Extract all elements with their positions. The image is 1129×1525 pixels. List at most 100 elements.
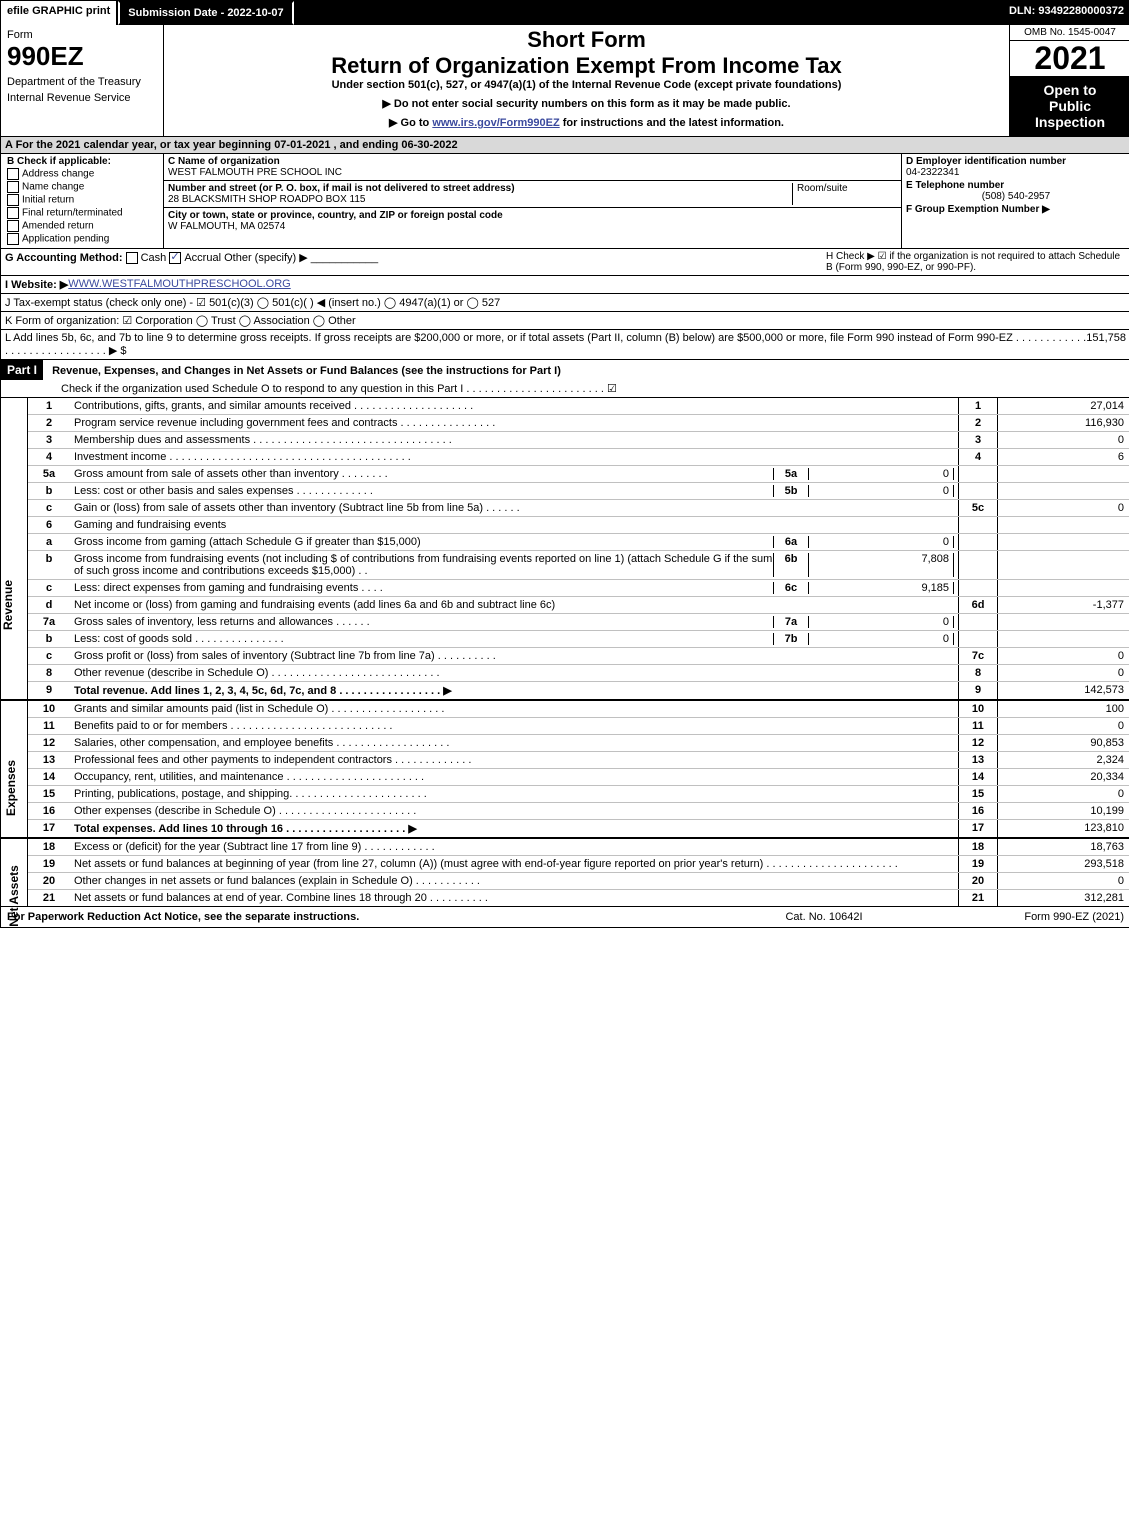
line-7a-box-shade (958, 614, 998, 630)
row-i: I Website: ▶ WWW.WESTFALMOUTHPRESCHOOL.O… (1, 276, 1129, 294)
checkbox-icon[interactable] (7, 220, 19, 232)
org-address-block: Number and street (or P. O. box, if mail… (164, 181, 901, 208)
line-4-num: 4 (28, 449, 70, 465)
line-21-num: 21 (28, 890, 70, 906)
netassets-sidelabel: Net Assets (1, 839, 28, 906)
line-14-box: 14 (958, 769, 998, 785)
check-application-pending[interactable]: Application pending (7, 233, 157, 245)
line-7c-desc: Gross profit or (loss) from sales of inv… (70, 648, 958, 664)
line-15-num: 15 (28, 786, 70, 802)
line-15-desc: Printing, publications, postage, and shi… (70, 786, 958, 802)
line-6d-box: 6d (958, 597, 998, 613)
i-label: I Website: ▶ (5, 278, 68, 291)
check-label-2: Initial return (22, 195, 74, 206)
line-6c-ival: 9,185 (809, 582, 954, 594)
line-1-desc: Contributions, gifts, grants, and simila… (70, 398, 958, 414)
footer-center: Cat. No. 10642I (724, 911, 924, 923)
line-5b-desc: Less: cost or other basis and sales expe… (74, 485, 773, 497)
checkbox-accrual[interactable] (169, 252, 181, 264)
line-7b-num: b (28, 631, 70, 647)
checkbox-icon[interactable] (7, 181, 19, 193)
row-l-value: 151,758 (1086, 332, 1126, 357)
line-5a-val-shade (998, 466, 1129, 482)
row-a-tax-year: A For the 2021 calendar year, or tax yea… (1, 137, 1129, 154)
checkbox-icon[interactable] (7, 207, 19, 219)
expenses-label: Expenses (4, 760, 18, 816)
form-number: 990EZ (7, 41, 157, 72)
org-name: WEST FALMOUTH PRE SCHOOL INC (168, 167, 342, 178)
line-19-num: 19 (28, 856, 70, 872)
line-5a-ibox: 5a (773, 468, 809, 480)
line-13-num: 13 (28, 752, 70, 768)
line-17-num: 17 (28, 820, 70, 837)
line-6-val-shade (998, 517, 1129, 533)
line-5b-ival: 0 (809, 485, 954, 497)
line-13-desc: Professional fees and other payments to … (70, 752, 958, 768)
check-label-4: Amended return (22, 221, 94, 232)
line-17-box: 17 (958, 820, 998, 837)
check-amended-return[interactable]: Amended return (7, 220, 157, 232)
line-9-desc: Total revenue. Add lines 1, 2, 3, 4, 5c,… (74, 685, 452, 697)
line-20-val: 0 (998, 873, 1129, 889)
part1-header-row: Part I Revenue, Expenses, and Changes in… (1, 360, 1129, 398)
line-13-box: 13 (958, 752, 998, 768)
inspection-2: Public (1014, 98, 1126, 114)
line-1-box: 1 (958, 398, 998, 414)
expenses-section: Expenses 10Grants and similar amounts pa… (1, 701, 1129, 839)
website-link[interactable]: WWW.WESTFALMOUTHPRESCHOOL.ORG (68, 278, 290, 291)
line-6d-desc: Net income or (loss) from gaming and fun… (70, 597, 958, 613)
line-8-box: 8 (958, 665, 998, 681)
line-11-val: 0 (998, 718, 1129, 734)
addr-label: Number and street (or P. O. box, if mail… (168, 183, 515, 194)
line-14-desc: Occupancy, rent, utilities, and maintena… (70, 769, 958, 785)
irs-form-link[interactable]: www.irs.gov/Form990EZ (432, 117, 559, 129)
checkbox-icon[interactable] (7, 194, 19, 206)
dept-irs: Internal Revenue Service (7, 88, 157, 104)
check-label-0: Address change (22, 169, 94, 180)
line-5c-box: 5c (958, 500, 998, 516)
line-5a-box-shade (958, 466, 998, 482)
group-exemption-label: F Group Exemption Number ▶ (906, 204, 1050, 215)
line-6b-val-shade (998, 551, 1129, 579)
block-bcd: B Check if applicable: Address change Na… (1, 154, 1129, 249)
line-16-val: 10,199 (998, 803, 1129, 819)
top-bar-spacer (294, 1, 1003, 25)
line-7b-ival: 0 (809, 633, 954, 645)
org-name-label: C Name of organization (168, 156, 280, 167)
check-final-return[interactable]: Final return/terminated (7, 207, 157, 219)
line-17-val: 123,810 (998, 820, 1129, 837)
check-initial-return[interactable]: Initial return (7, 194, 157, 206)
line-6c-ibox: 6c (773, 582, 809, 594)
line-11-num: 11 (28, 718, 70, 734)
line-7b-val-shade (998, 631, 1129, 647)
line-3-val: 0 (998, 432, 1129, 448)
line-6c-num: c (28, 580, 70, 596)
line-18-desc: Excess or (deficit) for the year (Subtra… (70, 839, 958, 855)
line-10-box: 10 (958, 701, 998, 717)
line-6d-val: -1,377 (998, 597, 1129, 613)
line-4-desc: Investment income . . . . . . . . . . . … (70, 449, 958, 465)
line-8-desc: Other revenue (describe in Schedule O) .… (70, 665, 958, 681)
check-address-change[interactable]: Address change (7, 168, 157, 180)
footer-left: For Paperwork Reduction Act Notice, see … (7, 911, 724, 923)
row-k: K Form of organization: ☑ Corporation ◯ … (1, 312, 1129, 330)
checkbox-cash[interactable] (126, 252, 138, 264)
row-g: G Accounting Method: Cash Accrual Other … (5, 251, 826, 273)
checkbox-icon[interactable] (7, 168, 19, 180)
header-row: Form 990EZ Department of the Treasury In… (1, 25, 1129, 137)
row-l: L Add lines 5b, 6c, and 7b to line 9 to … (1, 330, 1129, 360)
line-1-val: 27,014 (998, 398, 1129, 414)
check-label-3: Final return/terminated (22, 208, 123, 219)
check-name-change[interactable]: Name change (7, 181, 157, 193)
line-5a-desc: Gross amount from sale of assets other t… (74, 468, 773, 480)
line-19-val: 293,518 (998, 856, 1129, 872)
arrow2-pre: ▶ Go to (389, 117, 432, 129)
line-11-box: 11 (958, 718, 998, 734)
form-990ez-page: efile GRAPHIC print Submission Date - 20… (0, 0, 1129, 928)
inspection-box: Open to Public Inspection (1010, 76, 1129, 136)
arrow-line-2: ▶ Go to www.irs.gov/Form990EZ for instru… (168, 116, 1005, 129)
checkbox-icon[interactable] (7, 233, 19, 245)
efile-print-label[interactable]: efile GRAPHIC print (1, 1, 118, 25)
line-6b-ival: 7,808 (809, 553, 954, 577)
row-j: J Tax-exempt status (check only one) - ☑… (1, 294, 1129, 312)
